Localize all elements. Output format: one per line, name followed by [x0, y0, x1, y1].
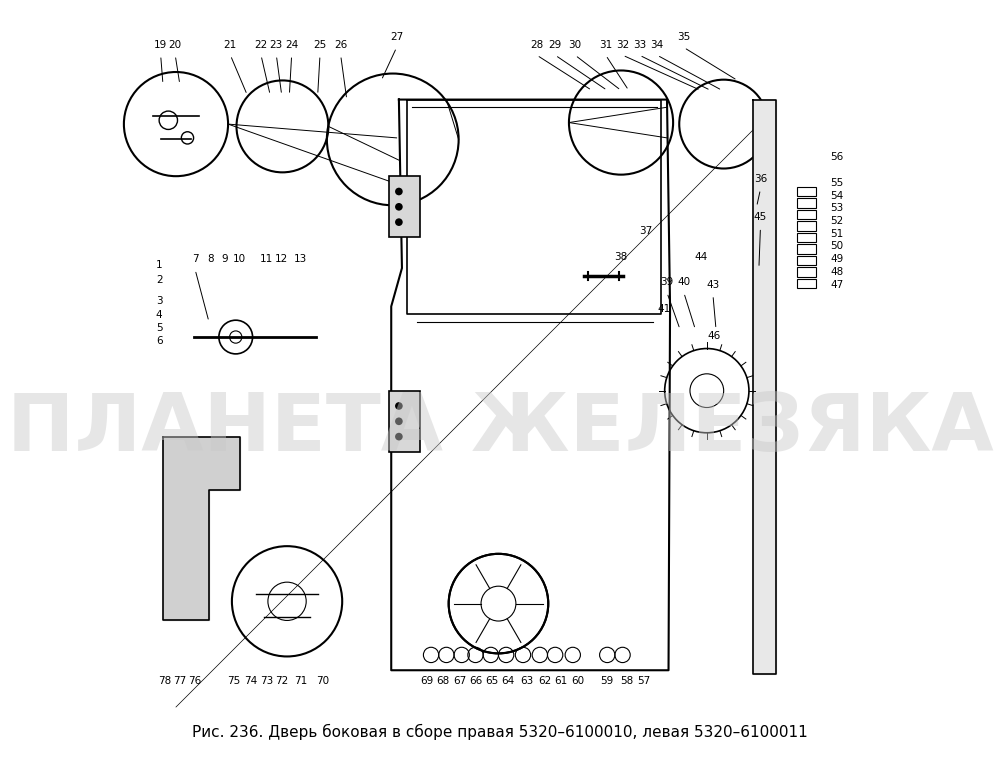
Polygon shape	[163, 437, 240, 620]
Text: 20: 20	[169, 40, 182, 50]
Bar	[389, 176, 420, 237]
Text: 11: 11	[260, 254, 273, 264]
Bar	[797, 256, 816, 265]
Text: 51: 51	[830, 229, 844, 239]
Polygon shape	[391, 100, 670, 670]
Text: 62: 62	[538, 676, 551, 686]
Text: 27: 27	[390, 32, 403, 42]
Text: 45: 45	[754, 212, 767, 222]
Text: 34: 34	[650, 40, 664, 50]
Bar	[797, 187, 816, 196]
Text: 71: 71	[294, 676, 307, 686]
Text: 25: 25	[313, 40, 327, 50]
Text: 63: 63	[520, 676, 533, 686]
Text: 66: 66	[469, 676, 482, 686]
Text: 1: 1	[156, 260, 162, 270]
Text: 4: 4	[156, 310, 162, 320]
Circle shape	[395, 188, 403, 195]
Text: 10: 10	[233, 254, 246, 264]
Text: 68: 68	[436, 676, 449, 686]
Text: 53: 53	[830, 203, 844, 213]
Text: 26: 26	[334, 40, 347, 50]
Text: 78: 78	[158, 676, 171, 686]
Text: 54: 54	[830, 191, 844, 201]
Text: 30: 30	[569, 40, 582, 50]
Text: ПЛАНЕТА ЖЕЛЕЗЯКА: ПЛАНЕТА ЖЕЛЕЗЯКА	[7, 390, 993, 468]
Bar	[797, 210, 816, 219]
Text: 28: 28	[530, 40, 543, 50]
Bar	[797, 233, 816, 242]
Text: 73: 73	[260, 676, 273, 686]
Bar	[797, 244, 816, 254]
Text: 40: 40	[677, 277, 690, 287]
Text: 69: 69	[421, 676, 434, 686]
Text: 47: 47	[830, 280, 844, 290]
Text: 52: 52	[830, 216, 844, 226]
Circle shape	[395, 433, 403, 440]
Text: 75: 75	[227, 676, 240, 686]
Text: 37: 37	[639, 226, 652, 236]
Circle shape	[395, 417, 403, 425]
Text: 33: 33	[633, 40, 646, 50]
Text: 22: 22	[254, 40, 268, 50]
Text: 56: 56	[830, 152, 844, 162]
Text: 35: 35	[677, 32, 690, 42]
Text: 67: 67	[454, 676, 467, 686]
Text: 49: 49	[830, 254, 844, 264]
Bar	[797, 279, 816, 288]
Text: 48: 48	[830, 267, 844, 277]
Text: 38: 38	[614, 252, 628, 262]
Text: 43: 43	[706, 280, 720, 290]
Bar	[797, 267, 816, 277]
Text: 3: 3	[156, 296, 162, 306]
Text: 36: 36	[754, 174, 767, 184]
Bar	[389, 391, 420, 452]
Polygon shape	[753, 100, 776, 674]
Text: 13: 13	[294, 254, 307, 264]
Text: 39: 39	[660, 277, 674, 287]
Text: 72: 72	[275, 676, 288, 686]
Text: 46: 46	[708, 331, 721, 341]
Text: 76: 76	[189, 676, 202, 686]
Text: 44: 44	[694, 252, 707, 262]
Text: 60: 60	[572, 676, 585, 686]
Text: 70: 70	[316, 676, 329, 686]
Text: 58: 58	[620, 676, 633, 686]
Text: 59: 59	[601, 676, 614, 686]
Text: 21: 21	[224, 40, 237, 50]
Bar	[797, 221, 816, 231]
Text: 24: 24	[285, 40, 298, 50]
Text: 55: 55	[830, 178, 844, 188]
Text: 50: 50	[830, 241, 844, 251]
Bar	[797, 198, 816, 208]
Text: Рис. 236. Дверь боковая в сборе правая 5320–6100010, левая 5320–6100011: Рис. 236. Дверь боковая в сборе правая 5…	[192, 723, 808, 740]
Text: 65: 65	[486, 676, 499, 686]
Text: 5: 5	[156, 323, 162, 333]
Text: 6: 6	[156, 336, 162, 346]
Circle shape	[395, 218, 403, 226]
Text: 74: 74	[244, 676, 258, 686]
Text: 8: 8	[207, 254, 214, 264]
Text: 31: 31	[599, 40, 612, 50]
Text: 23: 23	[270, 40, 283, 50]
Text: 12: 12	[275, 254, 288, 264]
Text: 32: 32	[616, 40, 629, 50]
Text: 61: 61	[555, 676, 568, 686]
Circle shape	[395, 402, 403, 410]
Text: 9: 9	[221, 254, 228, 264]
Text: 7: 7	[192, 254, 198, 264]
Text: 64: 64	[501, 676, 514, 686]
Text: 29: 29	[549, 40, 562, 50]
Text: 19: 19	[154, 40, 167, 50]
Text: 2: 2	[156, 275, 162, 285]
Text: 57: 57	[637, 676, 651, 686]
Text: 41: 41	[657, 304, 671, 314]
Circle shape	[395, 203, 403, 211]
Text: 77: 77	[173, 676, 186, 686]
